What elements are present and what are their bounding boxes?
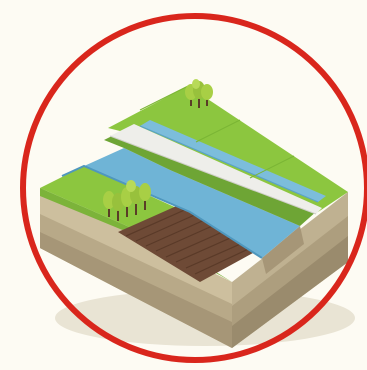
- tree-cluster-front: [103, 180, 151, 221]
- tree-canopy: [126, 180, 136, 192]
- soil-left-stratum-low: [40, 232, 232, 348]
- tree-trunk: [108, 206, 110, 217]
- soil-right-stratum-low: [232, 236, 348, 348]
- canal-edge: [139, 125, 319, 203]
- tree-trunk: [144, 200, 146, 210]
- river-cut-face: [262, 226, 304, 274]
- red-ring: [20, 13, 367, 363]
- tree-canopy: [112, 193, 124, 211]
- tree-canopy: [201, 84, 213, 100]
- tree-trunk: [117, 210, 119, 221]
- levee-crest-edge: [109, 135, 317, 215]
- tree-canopy: [139, 183, 151, 201]
- canal: [140, 120, 326, 202]
- tree-trunk: [135, 204, 137, 215]
- tree-cluster-back: [185, 79, 213, 108]
- plateau-seams: [139, 85, 295, 179]
- river: [62, 148, 300, 258]
- tree-canopy: [121, 187, 133, 207]
- tree-trunk: [198, 98, 200, 108]
- levee-crest: [110, 124, 322, 214]
- tree-canopy: [192, 79, 200, 89]
- tree-trunk: [190, 96, 192, 106]
- plowed-field: [118, 200, 262, 282]
- tree-trunk: [126, 206, 128, 217]
- soil-block: [40, 188, 348, 348]
- tree-canopy: [103, 191, 115, 209]
- tree-trunk: [206, 96, 208, 106]
